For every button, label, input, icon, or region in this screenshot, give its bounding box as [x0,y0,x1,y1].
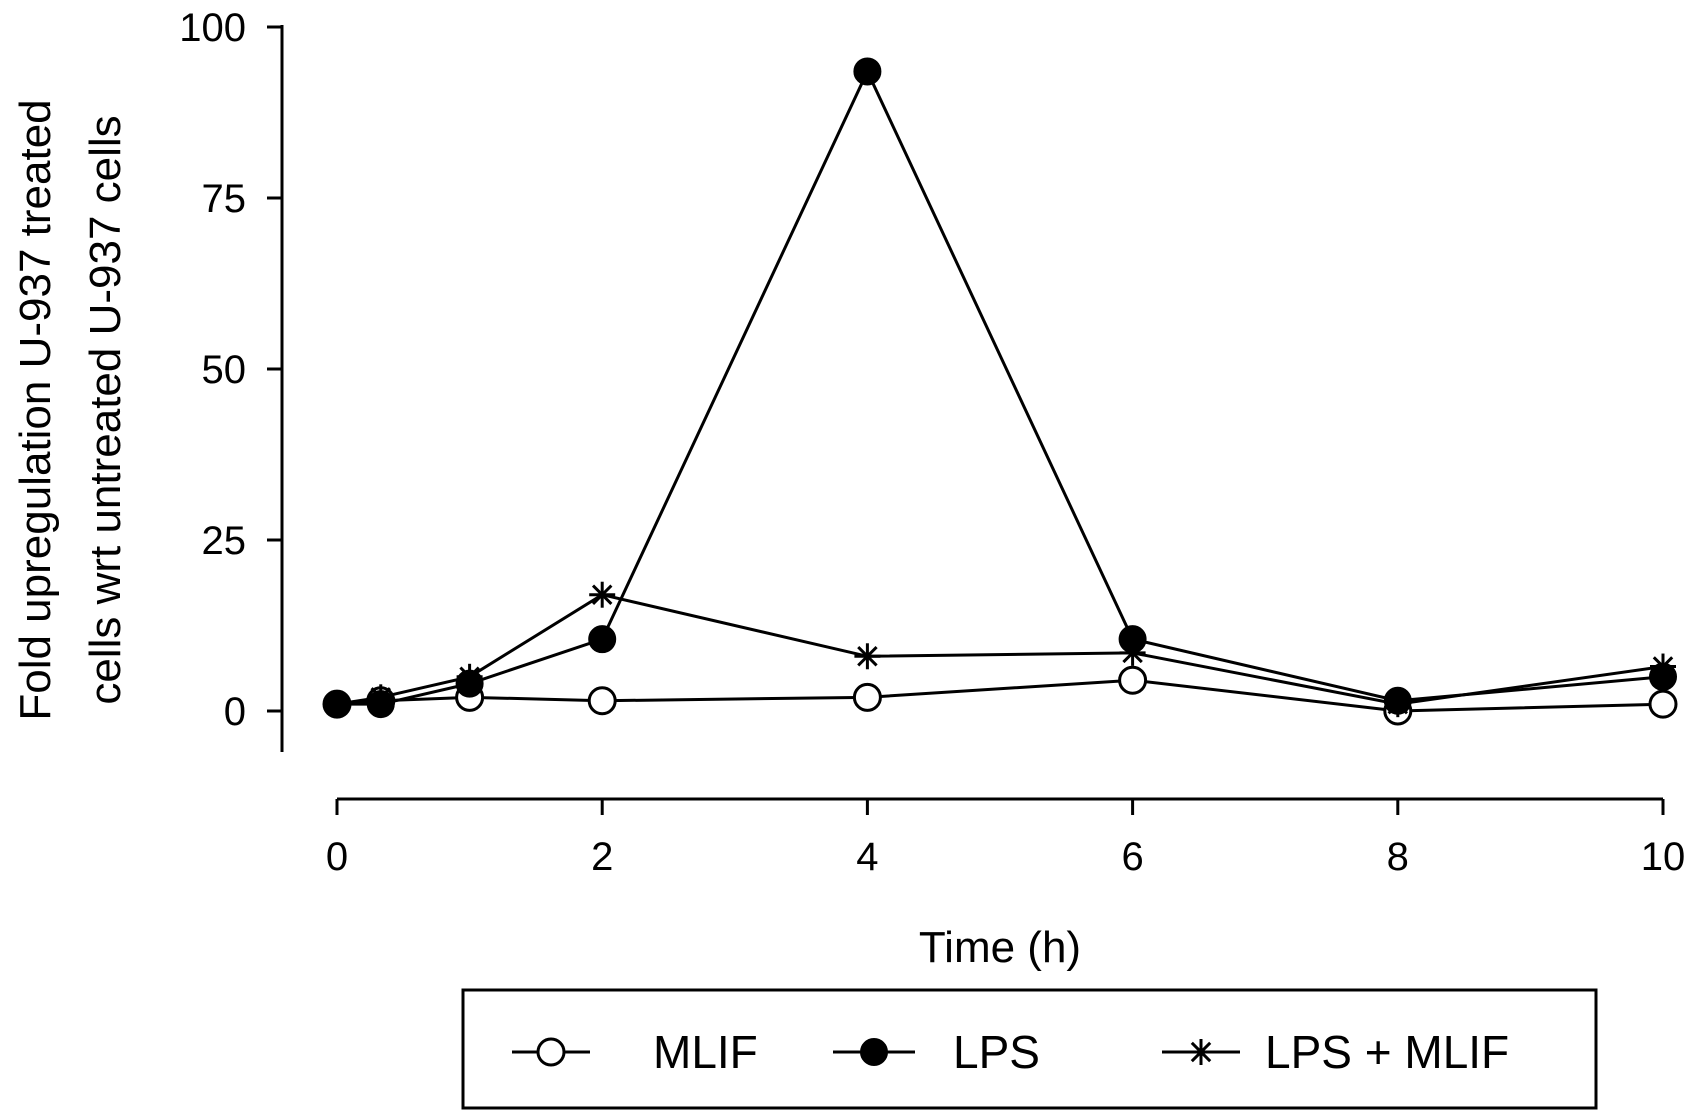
data-point-asterisk [1119,639,1146,666]
data-point-open-circle [852,682,882,712]
x-axis-ticks: 0 2 4 6 8 10 [326,799,1685,879]
legend-item: MLIF [512,1026,758,1078]
y-tick-label: 75 [202,177,247,221]
data-point-open-circle [587,686,617,716]
data-point-asterisk [1188,1039,1214,1065]
data-point-asterisk [367,684,394,711]
legend-box [461,988,1598,1110]
series-lps [323,57,1677,719]
legend-label: LPS [953,1026,1040,1078]
legend: MLIF LPS LPS + MLIF [461,988,1598,1110]
legend-label: MLIF [653,1026,758,1078]
data-point-open-circle [1648,689,1678,719]
x-tick-label: 6 [1121,835,1143,879]
data-point-open-circle [536,1037,566,1067]
legend-item: LPS + MLIF [1162,1026,1509,1078]
y-tick-label: 100 [179,6,246,50]
legend-item: LPS [833,1026,1040,1078]
x-tick-label: 2 [591,835,613,879]
x-tick-label: 10 [1641,835,1686,879]
data-point-asterisk [1384,691,1411,718]
y-axis-title-line-1: Fold upregulation U-937 treated [11,99,60,720]
data-point-asterisk [324,691,350,718]
series-line [336,593,1664,706]
x-tick-label: 4 [856,835,878,879]
series-layer [322,57,1678,726]
data-point-asterisk [1650,653,1676,680]
x-tick-label: 0 [326,835,348,879]
y-tick-label: 0 [224,690,246,734]
data-point-open-circle [1118,665,1148,695]
series-lps-mlif [324,581,1676,718]
x-axis-title: Time (h) [919,923,1081,972]
y-tick-label: 25 [202,519,247,563]
y-axis-title: Fold upregulation U-937 treated cells wr… [11,99,130,720]
data-point-filled-circle [853,57,882,86]
y-tick-label: 50 [202,348,247,392]
series-mlif [322,665,1678,726]
data-point-asterisk [854,643,881,670]
data-point-filled-circle [860,1038,888,1066]
data-point-asterisk [456,663,483,690]
series-line [337,67,1664,706]
y-axis-ticks: 0 25 50 75 100 [179,6,282,734]
x-tick-label: 8 [1387,835,1409,879]
legend-items: MLIF LPS LPS + MLIF [512,1026,1509,1078]
data-point-filled-circle [588,625,617,654]
y-axis-title-line-2: cells wrt untreated U-937 cells [81,115,130,704]
legend-label: LPS + MLIF [1265,1026,1509,1078]
data-point-asterisk [589,581,616,608]
